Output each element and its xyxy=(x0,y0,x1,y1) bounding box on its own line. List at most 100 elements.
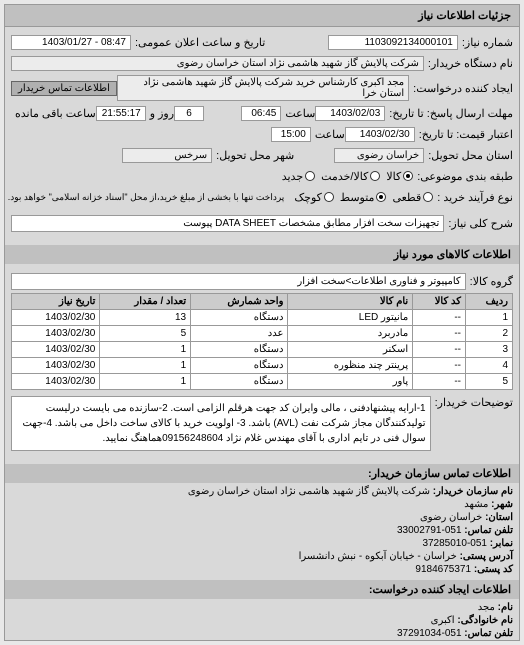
table-cell: مانیتور LED xyxy=(288,310,413,326)
table-cell: 4 xyxy=(466,358,513,374)
response-date: 1403/02/03 xyxy=(315,106,385,121)
requester-header: اطلاعات ایجاد کننده درخواست: xyxy=(5,580,519,599)
table-cell: دستگاه xyxy=(191,374,288,390)
delivery-city-value: سرخس xyxy=(122,148,212,163)
buyer-company-value: شرکت پالایش گاز شهید هاشمی نژاد استان خر… xyxy=(11,56,424,71)
requester-unit-label: ایجاد کننده درخواست: xyxy=(413,82,513,95)
goods-info-header: اطلاعات کالاهای مورد نیاز xyxy=(5,245,519,264)
table-cell: پاور xyxy=(288,374,413,390)
buyer-org-header: اطلاعات تماس سازمان خریدار: xyxy=(5,464,519,483)
request-number-label: شماره نیاز: xyxy=(462,36,513,49)
purchase-type-label: نوع فرآیند خرید : xyxy=(437,191,513,204)
remaining-days: 6 xyxy=(174,106,204,121)
org-province-value: خراسان رضوی xyxy=(420,512,482,523)
req-phone-value: 051-37291034 xyxy=(397,628,462,639)
response-deadline-label: مهلت ارسال پاسخ: تا تاریخ: xyxy=(389,107,513,120)
org-city-label: شهر: xyxy=(491,499,513,510)
req-family-label: نام خانوادگی: xyxy=(457,615,513,626)
table-header: کد کالا xyxy=(413,294,466,310)
org-name-value: شرکت پالایش گاز شهید هاشمی نژاد استان خر… xyxy=(188,486,430,497)
request-section: شماره نیاز: 1103092134000101 تاریخ و ساع… xyxy=(5,27,519,241)
delivery-province-value: خراسان رضوی xyxy=(334,148,424,163)
table-cell: 1403/02/30 xyxy=(12,326,100,342)
table-cell: -- xyxy=(413,310,466,326)
table-cell: دستگاه xyxy=(191,358,288,374)
req-phone-label: تلفن تماس: xyxy=(464,628,513,639)
org-fax-label: نمابر: xyxy=(490,538,513,549)
org-address-label: آدرس پستی: xyxy=(460,551,513,562)
buyer-company-label: نام دستگاه خریدار: xyxy=(428,57,513,70)
table-cell: دستگاه xyxy=(191,310,288,326)
price-validity-label: اعتبار قیمت: تا تاریخ: xyxy=(419,128,513,141)
req-name-value: مجد xyxy=(478,602,495,613)
response-time-label: ساعت xyxy=(285,107,315,120)
announce-value: 08:47 - 1403/01/27 xyxy=(11,35,131,50)
requester-unit-value: مجد اکبری کارشناس خرید شرکت پالایش گاز ش… xyxy=(117,75,409,101)
goods-table: ردیفکد کالانام کالاواحد شمارشتعداد / مقد… xyxy=(11,293,513,390)
table-cell: 1 xyxy=(100,358,191,374)
req-name-label: نام: xyxy=(498,602,513,613)
response-time: 06:45 xyxy=(241,106,281,121)
table-cell: دستگاه xyxy=(191,342,288,358)
table-cell: 1403/02/30 xyxy=(12,310,100,326)
table-cell: 1 xyxy=(100,374,191,390)
table-header: ردیف xyxy=(466,294,513,310)
page-header: جزئیات اطلاعات نیاز xyxy=(5,5,519,27)
purchase-opt1[interactable]: قطعی xyxy=(392,191,433,204)
org-province-label: استان: xyxy=(485,512,513,523)
org-address-value: خراسان - خیابان آبکوه - نبش دانشسرا xyxy=(299,551,457,562)
purchase-opt3[interactable]: کوچک xyxy=(294,191,334,204)
packaging-opt1[interactable]: کالا xyxy=(386,170,413,183)
table-header: نام کالا xyxy=(288,294,413,310)
org-phone-label: تلفن تماس: xyxy=(464,525,513,536)
table-row: 1--مانیتور LEDدستگاه131403/02/30 xyxy=(12,310,513,326)
table-cell: 1403/02/30 xyxy=(12,358,100,374)
packaging-opt2[interactable]: کالا/خدمت xyxy=(321,170,380,183)
goods-group-label: گروه کالا: xyxy=(470,275,513,288)
price-date: 1403/02/30 xyxy=(345,127,415,142)
table-header: تعداد / مقدار xyxy=(100,294,191,310)
org-postal-label: کد پستی: xyxy=(474,564,513,575)
delivery-city-label: شهر محل تحویل: xyxy=(216,149,294,162)
purchase-opt2[interactable]: متوسط xyxy=(340,191,387,204)
org-phone-value: 051-33002791 xyxy=(397,525,462,536)
table-cell: -- xyxy=(413,342,466,358)
table-cell: 1403/02/30 xyxy=(12,374,100,390)
announce-label: تاریخ و ساعت اعلان عمومی: xyxy=(135,36,265,49)
need-desc-label: شرح کلی نیاز: xyxy=(448,217,513,230)
table-row: 5--پاوردستگاه11403/02/30 xyxy=(12,374,513,390)
delivery-province-label: استان محل تحویل: xyxy=(428,149,513,162)
req-family-value: اکبری xyxy=(431,615,455,626)
table-cell: 5 xyxy=(100,326,191,342)
price-time-label: ساعت xyxy=(315,128,345,141)
packaging-label: طبقه بندی موضوعی: xyxy=(417,170,513,183)
main-container: جزئیات اطلاعات نیاز شماره نیاز: 11030921… xyxy=(4,4,520,641)
table-row: 4--پرینتر چند منظورهدستگاه11403/02/30 xyxy=(12,358,513,374)
table-header: واحد شمارش xyxy=(191,294,288,310)
org-name-label: نام سازمان خریدار: xyxy=(433,486,513,497)
org-city-value: مشهد xyxy=(464,499,488,510)
remaining-label1: روز و xyxy=(150,107,174,120)
need-desc-value: تجهیزات سخت افزار مطابق مشخصات DATA SHEE… xyxy=(11,215,444,232)
table-cell: -- xyxy=(413,326,466,342)
purchase-note: پرداخت تنها با بخشی از مبلغ خرید،از محل … xyxy=(8,192,285,203)
goods-group-value: کامپیوتر و فناوری اطلاعات>سخت افزار xyxy=(11,273,466,290)
purchase-type-radio-group: قطعی متوسط کوچک xyxy=(294,191,433,204)
remaining-label2: ساعت باقی مانده xyxy=(15,107,96,120)
table-cell: 13 xyxy=(100,310,191,326)
table-cell: پرینتر چند منظوره xyxy=(288,358,413,374)
remaining-time: 21:55:17 xyxy=(96,106,146,121)
buyer-contact-button[interactable]: اطلاعات تماس خریدار xyxy=(11,81,117,96)
packaging-opt3[interactable]: جدید xyxy=(282,170,315,183)
buyer-desc-text: 1-ارایه پیشنهادفنی ، مالی وایران کد جهت … xyxy=(11,396,431,451)
table-cell: 1 xyxy=(100,342,191,358)
table-row: 3--اسکنردستگاه11403/02/30 xyxy=(12,342,513,358)
table-cell: اسکنر xyxy=(288,342,413,358)
table-cell: 1403/02/30 xyxy=(12,342,100,358)
price-time: 15:00 xyxy=(271,127,311,142)
buyer-desc-label: توضیحات خریدار: xyxy=(435,396,513,409)
org-fax-value: 051-37285010 xyxy=(422,538,487,549)
table-cell: 1 xyxy=(466,310,513,326)
table-cell: 2 xyxy=(466,326,513,342)
table-cell: 5 xyxy=(466,374,513,390)
